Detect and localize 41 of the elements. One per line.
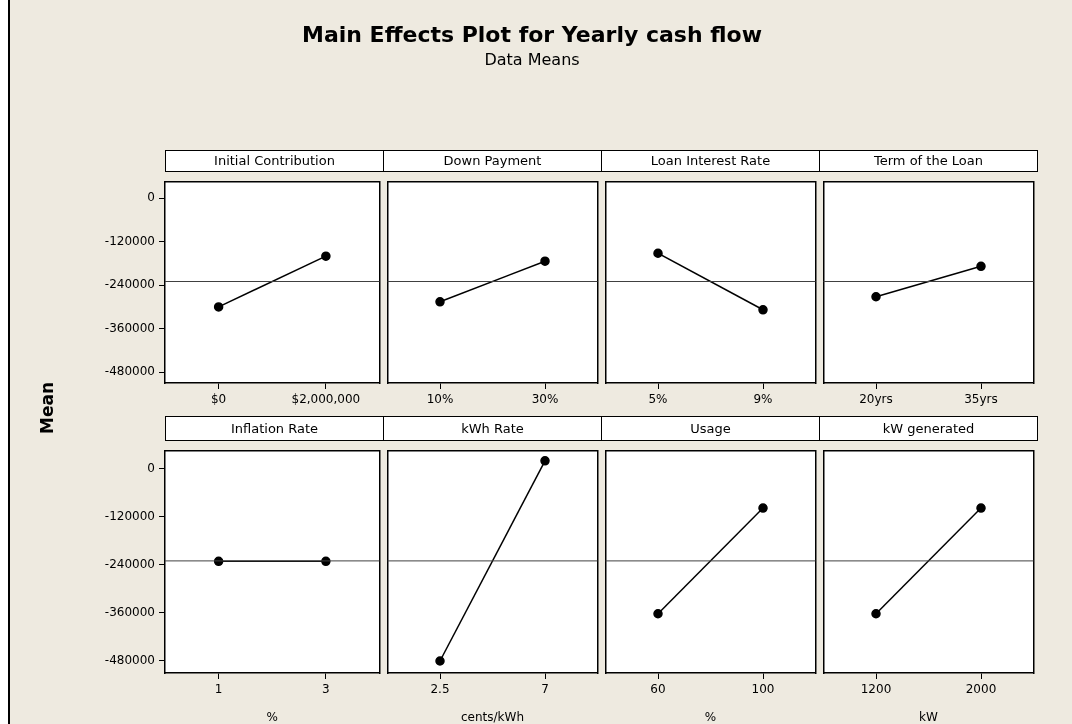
x-tick-label: 1: [214, 682, 223, 697]
x-tick-label: 3: [322, 682, 330, 697]
chart-title: kWh Rate: [383, 416, 602, 441]
y-tick-label: -240000: [104, 277, 155, 292]
y-tick-label: -480000: [104, 653, 155, 668]
chart-title: Loan Interest Rate: [601, 150, 820, 172]
text: Mean: [37, 381, 57, 436]
text: Main Effects Plot for Yearly cash flow: [302, 22, 762, 47]
x-tick-label: 60: [650, 682, 666, 697]
x-tick-label: 100: [751, 682, 775, 697]
x-axis-title: %: [704, 709, 717, 724]
x-axis-title: kW: [919, 709, 939, 724]
x-tick-label: 2000: [965, 682, 997, 697]
y-tick-label: -120000: [104, 233, 155, 248]
x-axis-title: %: [266, 709, 278, 724]
text: Data Means: [483, 50, 581, 69]
x-tick-label: 20yrs: [859, 392, 893, 407]
x-tick-label: 2.5: [430, 682, 450, 697]
x-tick-label: 9%: [753, 392, 773, 407]
y-tick-label: 0: [147, 190, 155, 205]
chart-title: Inflation Rate: [165, 416, 384, 441]
y-tick-label: -240000: [104, 557, 155, 572]
x-tick-label: 30%: [531, 392, 559, 407]
x-tick-label: 1200: [860, 682, 892, 697]
y-tick-label: 0: [147, 460, 155, 475]
y-tick-label: -120000: [104, 508, 155, 523]
x-axis-title: cents/kWh: [460, 709, 525, 724]
chart-title: Initial Contribution: [165, 150, 384, 172]
chart-title: Down Payment: [383, 150, 602, 172]
chart-title: kW generated: [819, 416, 1038, 441]
y-tick-label: -360000: [104, 320, 155, 335]
x-tick-label: $2,000,000: [291, 392, 361, 407]
x-tick-label: 35yrs: [964, 392, 998, 407]
y-tick-label: -360000: [104, 605, 155, 620]
x-tick-label: 10%: [426, 392, 454, 407]
x-tick-label: 5%: [648, 392, 668, 407]
chart-title: Usage: [601, 416, 820, 441]
x-tick-label: $0: [210, 392, 227, 407]
chart-title: Term of the Loan: [819, 150, 1038, 172]
x-tick-label: 7: [541, 682, 549, 697]
y-tick-label: -480000: [104, 364, 155, 379]
